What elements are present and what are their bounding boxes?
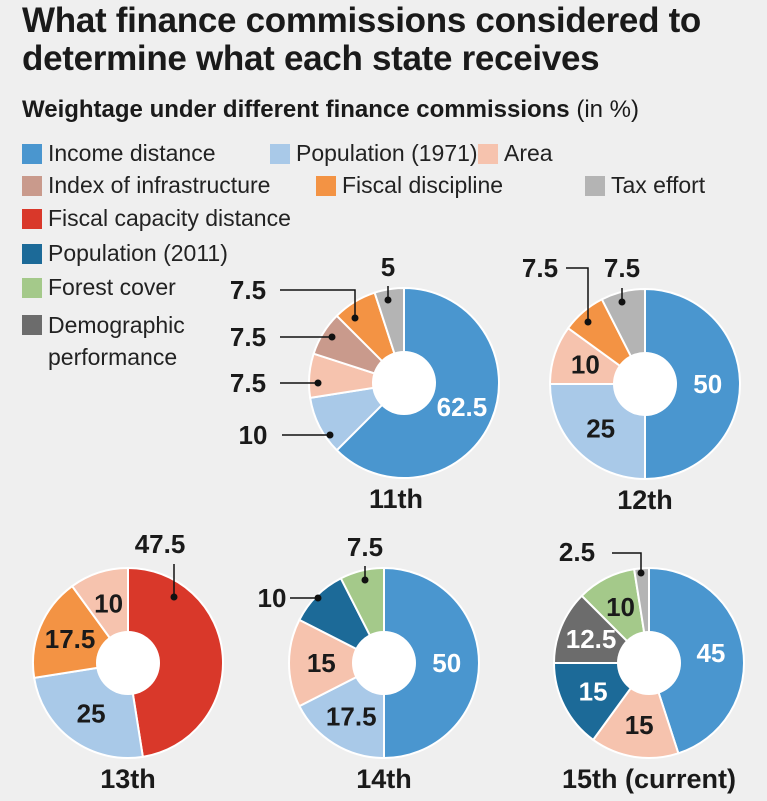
slice-fiscal-capacity-distance [127, 566, 224, 758]
leader-dot [361, 576, 369, 584]
legend-swatch [22, 175, 42, 196]
chart-label: 15th (current) [562, 764, 736, 794]
data-label: 47.5 [135, 529, 186, 559]
leader-dot [637, 569, 645, 577]
leader-dot [351, 314, 359, 322]
data-label: 7.5 [347, 532, 383, 562]
data-label: 25 [586, 413, 615, 443]
legend-item: Demographic performance [22, 309, 218, 373]
leader-line [612, 552, 642, 573]
legend-swatch [22, 143, 42, 164]
leader-dot [384, 296, 392, 304]
legend-swatch [22, 208, 42, 229]
donut-hole [613, 352, 677, 416]
leader-dot [618, 298, 626, 306]
legend-swatch [478, 143, 498, 164]
slice-income-distance [383, 566, 480, 760]
leader-dot [314, 379, 322, 387]
legend-item: Fiscal capacity distance [22, 205, 291, 232]
chart-label: 11th [369, 484, 423, 514]
data-label: 10 [258, 583, 287, 613]
leader-dot [314, 594, 322, 602]
legend-swatch [22, 277, 42, 298]
slice-area [288, 618, 387, 708]
slice-area [591, 660, 680, 759]
donut-hole [372, 351, 436, 415]
legend-label: Demographic performance [48, 312, 185, 370]
leader-dot [328, 333, 336, 341]
chart-label: 13th [100, 764, 156, 794]
data-label: 10 [239, 420, 268, 450]
chart-label: 14th [356, 764, 412, 794]
data-label: 2.5 [559, 537, 595, 567]
slice-income-distance [648, 566, 745, 755]
data-label: 10 [94, 588, 123, 618]
data-label: 45 [696, 638, 725, 668]
data-label: 62.5 [437, 392, 488, 422]
slice-population-1971- [548, 383, 646, 481]
legend-label: Population (2011) [48, 240, 228, 266]
legend-label: Fiscal discipline [342, 172, 504, 198]
leader-dot [170, 593, 178, 601]
legend-item: Population (1971) [270, 140, 478, 167]
legend-swatch [585, 175, 605, 196]
leader-dot [326, 431, 334, 439]
leader-dot [584, 318, 592, 326]
legend-item: Fiscal discipline [316, 172, 503, 199]
data-label: 7.5 [230, 275, 266, 305]
leader-line [566, 267, 589, 322]
donut-hole [352, 631, 416, 695]
data-label: 7.5 [604, 253, 640, 283]
legend-label: Income distance [48, 140, 216, 166]
data-label: 7.5 [522, 253, 558, 283]
legend-label: Fiscal capacity distance [48, 205, 291, 231]
unit-text: (in %) [576, 96, 639, 123]
chart-title: What finance commissions considered to d… [22, 1, 702, 78]
legend-item: Tax effort [585, 172, 705, 199]
legend-label: Tax effort [611, 172, 706, 198]
legend-item: Index of infrastructure [22, 172, 270, 199]
legend-label: Population (1971) [296, 140, 478, 166]
legend-item: Forest cover [22, 274, 176, 301]
legend-swatch [316, 175, 336, 196]
data-label: 17.5 [326, 701, 377, 731]
legend-swatch [22, 315, 42, 335]
slice-income-distance [644, 287, 741, 481]
legend-item: Area [478, 140, 553, 167]
chart-label: 12th [617, 485, 673, 515]
data-label: 5 [381, 252, 395, 282]
legend-swatch [22, 243, 42, 264]
donut-hole [96, 631, 160, 695]
data-label: 25 [77, 699, 106, 729]
data-label: 50 [693, 369, 722, 399]
legend-item: Population (2011) [22, 240, 228, 267]
legend-label: Forest cover [48, 274, 176, 300]
legend-label: Index of infrastructure [48, 172, 271, 198]
data-label: 7.5 [230, 368, 266, 398]
data-label: 10 [606, 592, 635, 622]
legend-label: Area [504, 140, 553, 166]
donut-hole [617, 631, 681, 695]
data-label: 17.5 [45, 624, 96, 654]
data-label: 10 [571, 350, 600, 380]
data-label: 15 [307, 648, 336, 678]
data-label: 50 [432, 648, 461, 678]
subtitle-text: Weightage under different finance commis… [22, 96, 570, 123]
data-label: 15 [625, 710, 654, 740]
legend-item: Income distance [22, 140, 215, 167]
data-label: 7.5 [230, 322, 266, 352]
data-label: 15 [579, 676, 608, 706]
chart-subtitle: Weightage under different finance commis… [22, 96, 639, 124]
legend-swatch [270, 143, 290, 164]
data-label: 12.5 [566, 624, 617, 654]
leader-line [280, 289, 356, 318]
